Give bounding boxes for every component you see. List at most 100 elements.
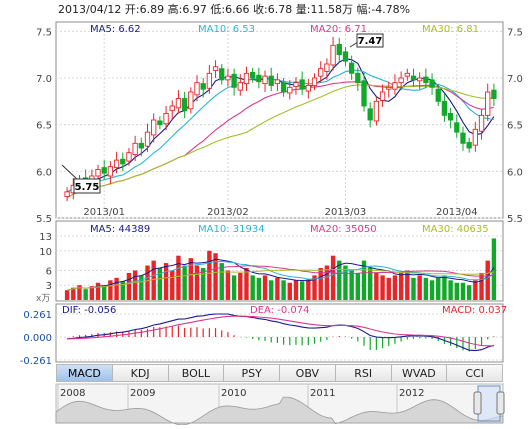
macd-tick: 0.000	[23, 333, 52, 344]
vol-ma30-legend: MA30: 40635	[422, 224, 489, 235]
volume-unit: x万	[36, 294, 50, 304]
ma30-line	[66, 84, 494, 198]
candle	[299, 71, 305, 95]
volume-bar	[95, 282, 101, 300]
candle	[386, 81, 392, 98]
price-tick-left: 7.5	[36, 27, 52, 38]
candle	[113, 151, 120, 174]
volume-bar	[120, 281, 125, 300]
volume-bar	[337, 260, 342, 300]
price-tick-left: 5.5	[36, 214, 52, 225]
candle	[231, 68, 237, 96]
candle	[163, 106, 169, 131]
volume-bar	[231, 275, 237, 300]
quote-header: 2013/04/12 开:6.89 高:6.97 低:6.66 收:6.78 量…	[58, 2, 410, 16]
tab-obv[interactable]: OBV	[280, 364, 336, 382]
price-tick-right: 7.0	[507, 74, 523, 85]
tab-macd[interactable]: MACD	[56, 364, 113, 382]
date-tick: 2013/03	[325, 207, 367, 218]
volume-bar	[71, 287, 76, 300]
navigator-year: 2009	[130, 388, 155, 399]
volume-tick: 10	[39, 247, 52, 258]
candle	[355, 67, 361, 92]
candle	[120, 152, 126, 172]
candle	[107, 161, 114, 185]
volume-bar	[151, 260, 156, 300]
candle	[491, 83, 497, 106]
quote-open: 6.89	[140, 3, 165, 16]
candle	[237, 74, 243, 96]
date-tick: 2013/02	[207, 207, 249, 218]
tab-boll[interactable]: BOLL	[168, 364, 225, 382]
candle	[256, 67, 262, 89]
candle	[305, 78, 311, 99]
candle	[200, 78, 206, 98]
quote-date: 2013/04/12	[58, 3, 121, 16]
volume-bar	[479, 272, 484, 300]
volume-bar	[386, 277, 391, 300]
volume-bar	[163, 263, 169, 300]
volume-bar	[83, 289, 88, 300]
price-tick-right: 5.5	[507, 214, 523, 225]
quote-change: -4.78%	[371, 3, 410, 16]
candle	[379, 84, 386, 107]
candle	[324, 58, 330, 80]
volume-bar	[423, 277, 429, 300]
tab-psy[interactable]: PSY	[224, 364, 280, 382]
price-panel[interactable]	[55, 21, 504, 219]
indicator-tabs: MACD KDJ BOLL PSY OBV RSI WVAD CCI	[56, 364, 503, 382]
ma5-legend: MA5: 6.62	[90, 24, 141, 35]
volume-bar	[188, 258, 194, 300]
volume-bar	[287, 282, 292, 300]
volume-bar	[361, 260, 367, 300]
volume-bar	[244, 268, 249, 300]
tab-cci[interactable]: CCI	[447, 364, 503, 382]
tab-rsi[interactable]: RSI	[335, 364, 392, 382]
tab-wvad[interactable]: WVAD	[391, 364, 448, 382]
dea-legend: DEA: -0.074	[250, 305, 309, 316]
date-tick: 2013/04	[436, 207, 478, 218]
navigator-handle-right[interactable]	[496, 391, 505, 415]
candle	[144, 123, 151, 152]
volume-bar	[306, 279, 311, 300]
dif-legend: DIF: -0.056	[62, 305, 116, 316]
volume-bar	[318, 268, 323, 300]
ma10-legend: MA10: 6.53	[198, 24, 255, 35]
vol-ma20-legend: MA20: 35050	[310, 224, 377, 235]
macd-lines	[67, 313, 495, 352]
tab-kdj[interactable]: KDJ	[112, 364, 169, 382]
candle	[447, 107, 454, 129]
candle	[243, 66, 250, 92]
candle	[157, 116, 163, 130]
candle	[435, 84, 441, 106]
candle	[225, 68, 231, 87]
volume-bar	[473, 280, 478, 300]
candle	[460, 126, 466, 151]
volume-bar	[256, 277, 262, 300]
volume-bar	[114, 277, 119, 300]
candle	[336, 37, 342, 63]
vol-ma10-legend: MA10: 31934	[198, 224, 265, 235]
candle	[478, 109, 485, 140]
volume-bar	[139, 275, 144, 300]
ma5-line	[66, 58, 495, 193]
volume-bar	[367, 268, 373, 300]
date-tick: 2013/01	[83, 207, 125, 218]
quote-high: 6.97	[182, 3, 207, 16]
volume-bar	[64, 290, 70, 300]
candle	[175, 90, 182, 114]
dea-line	[67, 315, 494, 347]
candle	[404, 68, 410, 81]
vol-ma5-line	[66, 258, 495, 291]
candle	[132, 135, 138, 162]
ma30-legend: MA30: 6.81	[422, 24, 479, 35]
candle	[429, 73, 435, 95]
quote-close: 6.78	[268, 3, 293, 16]
candle	[274, 73, 281, 92]
candle	[169, 100, 175, 120]
volume-tick: 6	[46, 266, 52, 277]
navigator-handle-left[interactable]	[473, 391, 482, 415]
candle	[287, 79, 293, 100]
